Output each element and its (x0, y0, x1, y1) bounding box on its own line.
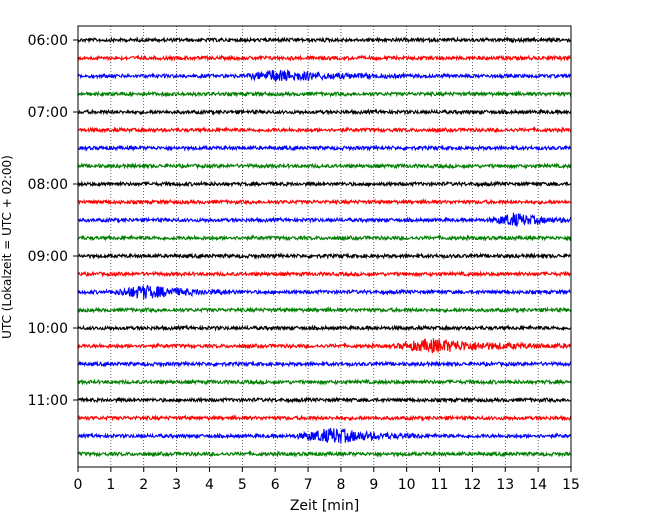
trace-group (77, 36, 572, 458)
x-tick-label: 0 (74, 477, 83, 493)
trace-0830 (77, 212, 572, 227)
x-axis: 0 1 2 3 4 5 6 7 8 9 10 11 12 13 14 15 (74, 467, 580, 493)
trace-1045 (77, 378, 572, 386)
trace-1130 (77, 427, 572, 444)
y-tick-label: 10:00 (28, 321, 68, 337)
plot-background (78, 26, 571, 467)
trace-0930 (77, 285, 572, 300)
trace-1000 (77, 323, 572, 332)
trace-0615 (77, 54, 572, 62)
y-tick-label: 06:00 (28, 33, 68, 49)
trace-0645 (77, 90, 572, 98)
x-tick-label: 7 (304, 477, 313, 493)
trace-0845 (77, 233, 572, 242)
x-tick-label: 1 (106, 477, 115, 493)
x-tick-label: 4 (205, 477, 214, 493)
x-axis-label: Zeit [min] (290, 498, 359, 514)
y-tick-label: 09:00 (28, 249, 68, 265)
trace-1100 (77, 396, 572, 404)
trace-1030 (77, 360, 572, 368)
x-tick-label: 5 (238, 477, 247, 493)
trace-0700 (77, 108, 572, 116)
y-tick-label: 11:00 (28, 393, 68, 409)
y-tick-label: 07:00 (28, 105, 68, 121)
x-tick-label: 2 (139, 477, 148, 493)
trace-1145 (77, 450, 572, 458)
y-tick-label: 08:00 (28, 177, 68, 193)
trace-0900 (77, 252, 572, 260)
trace-1015 (77, 338, 572, 354)
trace-1115 (77, 414, 572, 422)
x-tick-label: 3 (172, 477, 181, 493)
x-tick-label: 9 (369, 477, 378, 493)
x-tick-label: 11 (431, 477, 449, 493)
x-tick-label: 13 (496, 477, 514, 493)
trace-0630 (77, 68, 572, 82)
x-tick-label: 15 (562, 477, 580, 493)
plot-frame (77, 25, 572, 468)
trace-0800 (77, 180, 572, 188)
x-tick-label: 10 (398, 477, 416, 493)
y-axis: 06:00 07:00 08:00 09:00 10:00 11:00 (28, 33, 78, 409)
x-tick-label: 14 (529, 477, 547, 493)
trace-0730 (77, 144, 572, 152)
x-tick-label: 6 (271, 477, 280, 493)
trace-0815 (77, 198, 572, 206)
trace-0745 (77, 162, 572, 170)
x-tick-label: 8 (336, 477, 345, 493)
trace-0600 (77, 36, 572, 44)
trace-0715 (77, 125, 572, 134)
trace-0915 (77, 270, 572, 278)
y-axis-label: UTC (Lokalzeit = UTC + 02:00) (0, 155, 14, 339)
x-tick-label: 12 (463, 477, 481, 493)
trace-0945 (77, 306, 572, 314)
